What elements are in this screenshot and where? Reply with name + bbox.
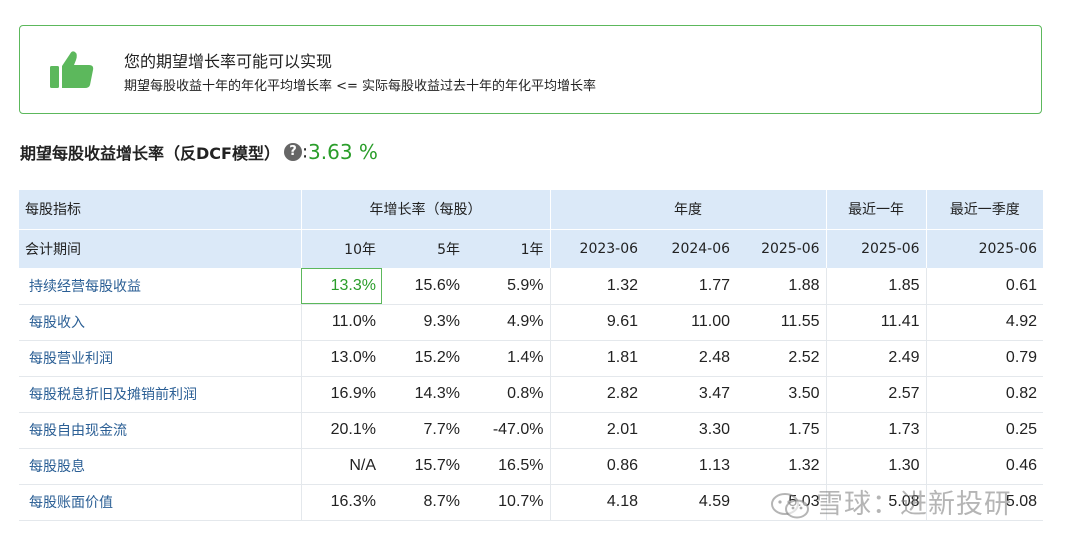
table-cell: 0.61 (925, 268, 1044, 305)
table-row: 每股自由现金流 20.1% 7.7% -47.0% 2.01 3.30 1.75 1.73 0.… (19, 412, 1044, 449)
table-cell: 1.77 (644, 268, 737, 305)
header-1y: 1年 (466, 228, 551, 268)
table-cell: 0.8% (466, 376, 551, 413)
banner-subtitle: 期望每股收益十年的年化平均增长率 <= 实际每股收益过去十年的年化平均增长率 (124, 79, 597, 94)
header-2025-06: 2025-06 (736, 228, 827, 268)
header-10y: 10年 (300, 228, 382, 268)
row-label-link[interactable]: 每股股息 (19, 448, 301, 485)
table-cell: 1.30 (825, 448, 927, 485)
row-label-link[interactable]: 每股账面价值 (19, 484, 301, 521)
table-cell: 3.50 (736, 376, 827, 413)
table-cell: 2.52 (736, 340, 827, 377)
header-annual-group: 年度 (549, 190, 827, 229)
table-cell: 16.3% (300, 484, 382, 521)
table-cell: 7.7% (382, 412, 466, 449)
table-cell: -47.0% (466, 412, 551, 449)
metric-value: 3.63 % (308, 140, 378, 164)
metric-label: 期望每股收益增长率（反DCF模型） (20, 144, 280, 163)
wechat-icon (771, 492, 809, 518)
table-cell: 15.7% (382, 448, 466, 485)
row-label-link[interactable]: 每股自由现金流 (19, 412, 301, 449)
table-cell: 0.46 (925, 448, 1044, 485)
table-row: 每股营业利润 13.0% 15.2% 1.4% 1.81 2.48 2.52 2.49 0.79 (19, 340, 1044, 377)
header-row-periods: 会计期间 10年 5年 1年 2023-06 2024-06 2025-06 2… (19, 228, 1044, 268)
table-cell: 1.88 (736, 268, 827, 305)
table-cell: 15.2% (382, 340, 466, 377)
table-cell: 4.9% (466, 304, 551, 341)
table-cell: 5.08 (825, 484, 927, 521)
table-cell: 0.25 (925, 412, 1044, 449)
table-cell: 4.92 (925, 304, 1044, 341)
header-2023-06: 2023-06 (549, 228, 645, 268)
table-cell: 16.9% (300, 376, 382, 413)
table-cell: 15.6% (382, 268, 466, 305)
highlighted-cell: 13.3% (300, 268, 382, 305)
thumbs-up-icon (50, 51, 94, 88)
table-cell: 0.86 (549, 448, 645, 485)
table-cell: 0.82 (925, 376, 1044, 413)
table-cell: 1.81 (549, 340, 645, 377)
row-label-link[interactable]: 每股营业利润 (19, 340, 301, 377)
header-growth-group: 年增长率（每股） (300, 190, 551, 229)
table-cell: 10.7% (466, 484, 551, 521)
table-row: 每股税息折旧及摊销前利润 16.9% 14.3% 0.8% 2.82 3.47 3.50 2.… (19, 376, 1044, 413)
table-cell: 5.9% (466, 268, 551, 305)
table-cell: 20.1% (300, 412, 382, 449)
table-cell: 9.3% (382, 304, 466, 341)
header-ttm-group: 最近一年 (825, 190, 927, 229)
header-indicator: 每股指标 (19, 190, 301, 229)
header-ttm-2025-06: 2025-06 (825, 228, 927, 268)
header-5y: 5年 (382, 228, 466, 268)
table-cell: 11.41 (825, 304, 927, 341)
header-quarter-group: 最近一季度 (925, 190, 1044, 229)
watermark: 雪球：进新投研 (770, 482, 1012, 521)
table-cell: 3.47 (644, 376, 737, 413)
table-cell: 1.32 (736, 448, 827, 485)
watermark-text: 雪球：进新投研 (816, 489, 1012, 520)
table-cell: 11.0% (300, 304, 382, 341)
table-row: 每股股息 N/A 15.7% 16.5% 0.86 1.13 1.32 1.30 0.46 (19, 448, 1044, 485)
table-cell: 2.82 (549, 376, 645, 413)
table-row: 每股收入 11.0% 9.3% 4.9% 9.61 11.00 11.55 11.41 4.92 (19, 304, 1044, 341)
header-period-label: 会计期间 (19, 228, 301, 268)
table-cell: 1.4% (466, 340, 551, 377)
table-cell: 1.13 (644, 448, 737, 485)
table-cell: 1.85 (825, 268, 927, 305)
header-row-groups: 每股指标 年增长率（每股） 年度 最近一年 最近一季度 (19, 190, 1044, 229)
table-cell: 1.32 (549, 268, 645, 305)
table-cell: 0.79 (925, 340, 1044, 377)
table-cell: 11.55 (736, 304, 827, 341)
per-share-metrics-table: 每股指标 年增长率（每股） 年度 最近一年 最近一季度 会计期间 10年 5年 … (19, 190, 1044, 521)
table-cell: 3.30 (644, 412, 737, 449)
table-cell: 5.08 (925, 484, 1044, 521)
row-label-link[interactable]: 持续经营每股收益 (19, 268, 301, 305)
banner-title: 您的期望增长率可能可以实现 (124, 52, 333, 71)
metric-colon: : (301, 141, 309, 163)
table-cell: 2.49 (825, 340, 927, 377)
table-cell: 13.0% (300, 340, 382, 377)
table-cell: 2.48 (644, 340, 737, 377)
table-cell: 1.75 (736, 412, 827, 449)
table-cell: 11.00 (644, 304, 737, 341)
table-cell: 2.57 (825, 376, 927, 413)
table-cell: 8.7% (382, 484, 466, 521)
growth-achievable-banner: 您的期望增长率可能可以实现 期望每股收益十年的年化平均增长率 <= 实际每股收益… (19, 25, 1042, 114)
table-cell: 4.18 (549, 484, 645, 521)
header-2024-06: 2024-06 (644, 228, 737, 268)
question-circle-icon[interactable]: ? (283, 143, 302, 161)
row-label-link[interactable]: 每股收入 (19, 304, 301, 341)
row-label-link[interactable]: 每股税息折旧及摊销前利润 (19, 376, 301, 413)
table-cell: 14.3% (382, 376, 466, 413)
table-cell: 16.5% (466, 448, 551, 485)
table-cell: 2.01 (549, 412, 645, 449)
table-cell: N/A (300, 448, 382, 485)
table-row: 持续经营每股收益 13.3% 15.6% 5.9% 1.32 1.77 1.88 1.85 0.… (19, 268, 1044, 305)
table-cell: 1.73 (825, 412, 927, 449)
expected-growth-metric: 期望每股收益增长率（反DCF模型）?:3.63 % (20, 140, 378, 164)
header-quarter-2025-06: 2025-06 (925, 228, 1044, 268)
table-cell: 9.61 (549, 304, 645, 341)
table-cell: 4.59 (644, 484, 737, 521)
